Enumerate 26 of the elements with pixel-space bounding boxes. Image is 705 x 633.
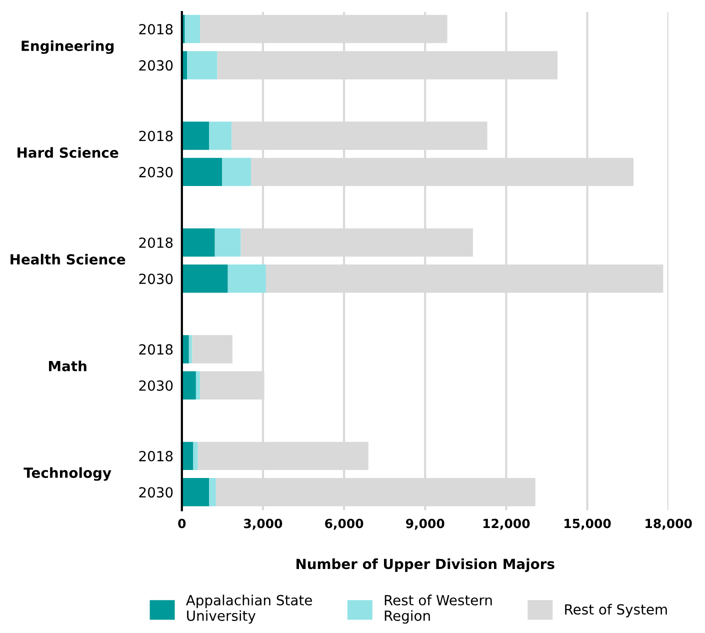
legend-label: Appalachian State University [186, 594, 312, 624]
y-tick-label: 2030 [139, 60, 173, 71]
x-tick-label: 18,000 [646, 518, 692, 530]
x-tick-label: 9,000 [406, 518, 444, 530]
text: Health Science [10, 254, 126, 265]
y-tick-label: 2030 [139, 274, 173, 284]
text: Technology [24, 467, 112, 481]
y-tick-label: 2030 [139, 487, 173, 498]
x-axis-title: Number of Upper Division Majors [296, 558, 554, 572]
x-tick-label: 12,000 [483, 518, 530, 530]
x-tick-label: 0 [178, 518, 186, 528]
x-tick-label: 6,000 [325, 518, 364, 530]
legend-label: Rest of System [565, 604, 667, 618]
text: Math [48, 360, 86, 372]
text: Engineering [22, 40, 114, 54]
y-tick-label: 2030 [139, 166, 173, 178]
legend-label: Rest of Western Region [384, 594, 492, 624]
y-tick-label: 2018 [139, 450, 173, 462]
y-tick-label: 2018 [139, 237, 173, 248]
y-tick-label: 2018 [139, 344, 173, 355]
y-tick-label: 2018 [139, 130, 173, 142]
y-tick-label: 2018 [139, 24, 173, 35]
x-tick-label: 15,000 [564, 518, 611, 530]
x-tick-label: 3,000 [244, 518, 282, 530]
text: Hard Science [18, 147, 118, 158]
y-tick-label: 2030 [139, 380, 173, 391]
